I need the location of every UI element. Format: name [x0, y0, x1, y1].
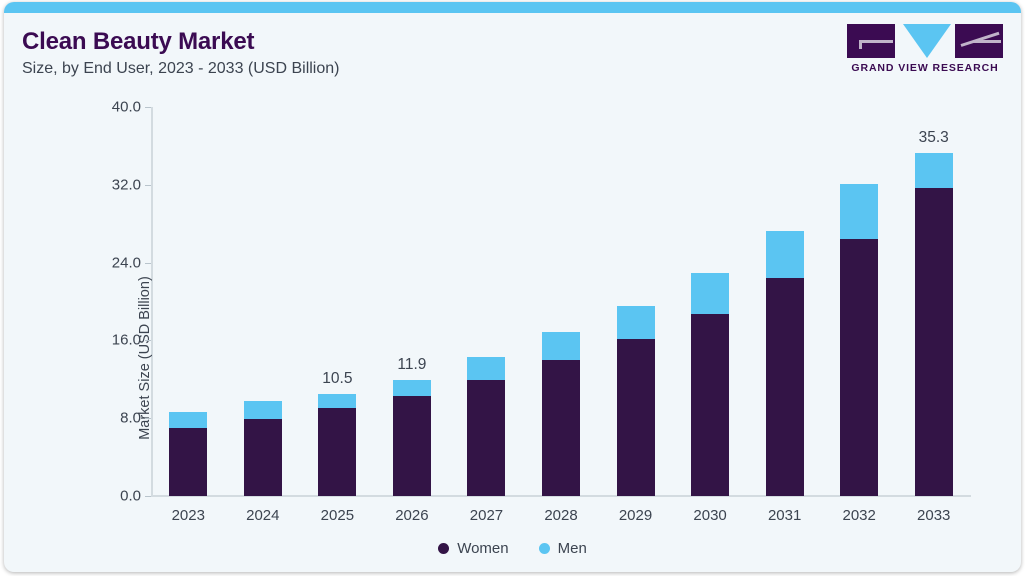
bar-group[interactable]: 10.5: [318, 370, 357, 496]
bar-group[interactable]: [765, 230, 804, 496]
y-axis-line: [151, 107, 153, 496]
legend-swatch-icon: [438, 543, 450, 554]
y-axis-tick-mark: [145, 340, 151, 342]
plot-area: Market Size (USD Billion) 10.5 11.9 35.3: [137, 107, 971, 496]
bar-value-label: 35.3: [918, 128, 949, 146]
bar-segment-women[interactable]: [392, 395, 431, 496]
bar-segment-men[interactable]: [691, 273, 730, 315]
x-axis-tick-label: 2026: [395, 507, 429, 524]
grand-view-research-logo: GRAND VIEW RESEARCH: [847, 24, 1003, 78]
x-axis-tick-label: 2031: [767, 507, 802, 524]
bar-segment-men[interactable]: [765, 230, 804, 279]
x-axis-line: [151, 495, 971, 497]
y-axis-tick-label: 24.0: [111, 254, 141, 272]
x-axis-tick-label: 2032: [842, 507, 876, 524]
page-title: Clean Beauty Market: [22, 28, 255, 55]
y-axis-tick-label: 8.0: [120, 409, 141, 427]
chart-card: Clean Beauty Market Size, by End User, 2…: [4, 2, 1021, 572]
bar-segment-men[interactable]: [392, 380, 431, 396]
bar-group[interactable]: [616, 306, 655, 496]
bar-segment-women[interactable]: [691, 314, 730, 496]
y-axis-tick-label: 40.0: [111, 98, 141, 116]
y-axis-tick-mark: [145, 418, 151, 420]
bar-value-label: 11.9: [397, 356, 427, 374]
y-axis-tick-mark: [145, 262, 151, 264]
legend-item[interactable]: Women: [438, 540, 509, 557]
bar-group[interactable]: [542, 331, 580, 496]
logo-v-triangle-icon: [903, 24, 951, 58]
x-axis-tick-label: 2028: [544, 507, 578, 524]
logo-wordmark: GRAND VIEW RESEARCH: [851, 62, 999, 74]
bar-group[interactable]: 35.3: [914, 129, 953, 496]
bar-group[interactable]: 11.9: [392, 356, 431, 496]
bar-segment-women[interactable]: [616, 339, 655, 496]
x-axis-tick-label: 2025: [320, 507, 355, 524]
bar-segment-women[interactable]: [840, 239, 879, 496]
x-axis-tick-label: 2023: [171, 507, 205, 524]
y-axis-tick-mark: [145, 184, 151, 186]
y-axis-tick-label: 32.0: [111, 176, 141, 194]
bar-group[interactable]: [691, 273, 730, 496]
bar-segment-men[interactable]: [840, 183, 879, 240]
bar-segment-men[interactable]: [542, 331, 580, 360]
y-axis-tick-label: 16.0: [111, 331, 141, 349]
bar-value-label: 10.5: [322, 369, 353, 387]
bar-segment-men[interactable]: [467, 356, 506, 381]
y-axis-tick-label: 0.0: [120, 487, 141, 505]
x-axis-tick-label: 2024: [246, 507, 280, 524]
y-axis-label: Market Size (USD Billion): [137, 276, 153, 440]
chart-legend: Women Men: [4, 540, 1021, 557]
logo-marks: [847, 24, 1003, 58]
bar-group[interactable]: [243, 400, 282, 496]
x-axis-tick-label: 2030: [693, 507, 727, 524]
bar-segment-women[interactable]: [765, 278, 804, 496]
legend-label: Men: [557, 540, 587, 557]
bar-segment-women[interactable]: [542, 359, 580, 496]
bar-group[interactable]: [840, 183, 879, 496]
bar-segment-men[interactable]: [243, 400, 282, 420]
bar-segment-men[interactable]: [169, 412, 208, 428]
bar-group[interactable]: [169, 412, 208, 496]
y-axis-tick-mark: [145, 107, 151, 108]
bar-segment-men[interactable]: [616, 306, 655, 340]
legend-swatch-icon: [538, 543, 550, 554]
page-subtitle: Size, by End User, 2023 - 2033 (USD Bill…: [22, 60, 340, 77]
bar-segment-women[interactable]: [243, 419, 282, 496]
legend-label: Women: [457, 540, 509, 557]
x-axis-tick-label: 2027: [469, 507, 504, 524]
accent-top-bar: [4, 2, 1021, 13]
bar-segment-women[interactable]: [467, 380, 506, 496]
bar-segment-women[interactable]: [169, 427, 208, 496]
logo-r-block-icon: [955, 24, 1003, 58]
bar-segment-women[interactable]: [914, 187, 953, 496]
bar-segment-men[interactable]: [914, 152, 953, 188]
x-axis-tick-label: 2029: [618, 507, 653, 524]
logo-g-block-icon: [847, 24, 895, 58]
bar-segment-men[interactable]: [318, 393, 357, 409]
y-axis-tick-mark: [145, 496, 151, 497]
legend-item[interactable]: Men: [538, 540, 587, 557]
bar-group[interactable]: [467, 356, 506, 496]
bar-segment-women[interactable]: [318, 408, 357, 496]
x-axis-tick-label: 2033: [917, 507, 951, 524]
